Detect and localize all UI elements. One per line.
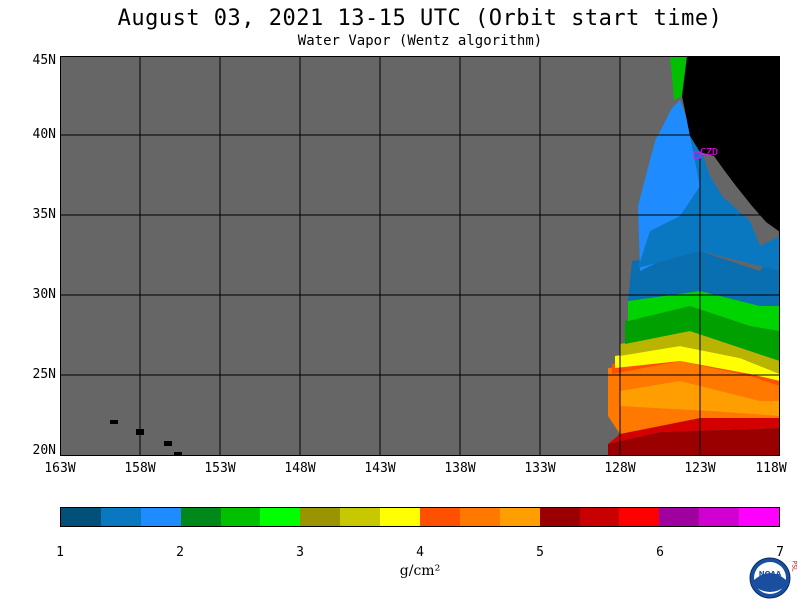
colorbar-swatch (140, 508, 181, 526)
colorbar-tick: 7 (776, 545, 784, 560)
map-subtitle: Water Vapor (Wentz algorithm) (297, 33, 543, 49)
logo-side-text: PSL (791, 561, 798, 572)
colorbar-swatch (300, 508, 341, 526)
colorbar-swatch (340, 508, 381, 526)
map-title: August 03, 2021 13-15 UTC (Orbit start t… (117, 6, 723, 31)
band-mid-blue (638, 116, 780, 271)
colorbar-swatch (380, 508, 421, 526)
band-yellow (615, 346, 780, 381)
colorbar-swatch (180, 508, 221, 526)
land-west-coast (680, 56, 780, 232)
band-red (608, 418, 780, 444)
colorbar-tick: 1 (56, 545, 64, 560)
lat-label: 30N (32, 287, 56, 302)
noaa-logo[interactable]: NOAA PSL (748, 556, 798, 600)
colorbar (60, 507, 780, 527)
colorbar-swatch (659, 508, 700, 526)
band-bright-green (628, 291, 780, 331)
colorbar-swatch (220, 508, 261, 526)
lat-label: 45N (32, 53, 56, 68)
band-olive (620, 331, 780, 374)
lon-label: 158W (124, 461, 156, 476)
lon-label: 123W (684, 461, 716, 476)
lon-label: 153W (204, 461, 236, 476)
colorbar-tick: 5 (536, 545, 544, 560)
band-dark-red (608, 428, 780, 456)
colorbar-swatch (61, 508, 101, 526)
lon-label: 163W (44, 461, 76, 476)
band-green (625, 306, 780, 361)
lon-label: 138W (444, 461, 476, 476)
lat-label: 20N (32, 443, 56, 458)
colorbar-swatch (699, 508, 740, 526)
lat-label: 35N (32, 207, 56, 222)
colorbar-tick: 2 (176, 545, 184, 560)
lat-label: 25N (32, 367, 56, 382)
colorbar-swatch (420, 508, 460, 526)
lon-label: 128W (604, 461, 636, 476)
colorbar-swatch (619, 508, 660, 526)
colorbar-tick: 4 (416, 545, 424, 560)
lat-lon-grid (60, 56, 780, 456)
logo-text: NOAA (759, 570, 782, 578)
lon-label: 143W (364, 461, 396, 476)
lon-label: 148W (284, 461, 316, 476)
lon-label: 118W (755, 461, 787, 476)
colorbar-tick: 6 (656, 545, 664, 560)
colorbar-swatch (539, 508, 580, 526)
colorbar-swatch (459, 508, 500, 526)
colorbar-tick: 3 (296, 545, 304, 560)
colorbar-swatch (579, 508, 620, 526)
colorbar-swatch (260, 508, 301, 526)
lon-label: 133W (524, 461, 556, 476)
colorbar-swatch (499, 508, 540, 526)
coastal-strip (670, 56, 687, 100)
colorbar-swatch (100, 508, 141, 526)
station-label: CZD (700, 147, 718, 158)
colorbar-unit-label: g/cm² (399, 563, 441, 579)
colorbar-swatch (739, 508, 780, 526)
station-marker-czd: CZD (693, 147, 718, 159)
water-vapor-swath (608, 100, 780, 456)
lat-label: 40N (32, 127, 56, 142)
water-vapor-map: CZD (60, 56, 780, 456)
